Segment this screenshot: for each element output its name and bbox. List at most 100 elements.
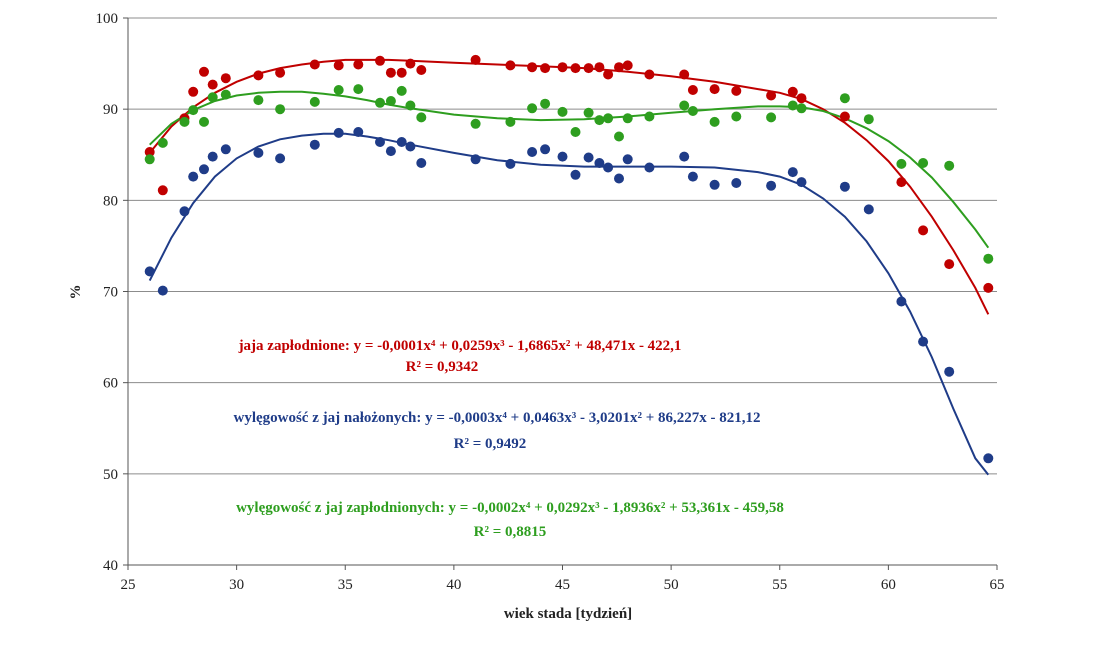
data-point-red xyxy=(839,111,850,122)
data-point-green xyxy=(787,100,798,111)
y-tick-label: 80 xyxy=(103,193,118,209)
data-point-green xyxy=(220,89,231,100)
data-point-green xyxy=(679,100,690,111)
data-point-red xyxy=(333,60,344,71)
axes xyxy=(123,17,998,570)
data-point-green xyxy=(144,154,155,165)
x-tick-label: 30 xyxy=(229,577,244,593)
data-point-blue xyxy=(557,151,568,162)
data-point-blue xyxy=(309,139,320,150)
data-point-green xyxy=(570,127,581,137)
data-point-green xyxy=(983,253,994,264)
y-tick-label: 60 xyxy=(103,376,118,392)
data-point-red xyxy=(603,69,614,80)
data-point-blue xyxy=(709,179,720,190)
r2-green: R² = 0,8815 xyxy=(474,524,547,540)
x-tick-label: 40 xyxy=(446,577,461,593)
data-point-red xyxy=(896,177,907,188)
data-point-green xyxy=(179,116,190,127)
data-point-green xyxy=(199,116,209,127)
data-point-red xyxy=(557,62,568,73)
data-point-blue xyxy=(375,137,385,147)
data-point-blue xyxy=(687,171,698,182)
y-axis-title: % xyxy=(68,285,84,300)
data-point-blue xyxy=(594,158,605,168)
data-point-blue xyxy=(766,180,777,191)
y-tick-label: 70 xyxy=(103,285,118,301)
data-point-blue xyxy=(614,173,624,184)
data-point-green xyxy=(405,100,416,111)
y-tick-label: 90 xyxy=(103,102,118,118)
data-point-red xyxy=(144,147,155,157)
data-point-red xyxy=(396,67,407,78)
data-point-blue xyxy=(839,181,850,192)
x-tick-label: 25 xyxy=(121,577,136,593)
gridlines xyxy=(128,17,997,475)
data-point-red xyxy=(918,225,929,236)
data-point-blue xyxy=(179,206,190,217)
x-axis-title: wiek stada [tydzień] xyxy=(504,606,632,622)
data-point-red xyxy=(679,69,690,80)
data-point-blue xyxy=(275,153,286,164)
data-point-blue xyxy=(416,158,427,168)
data-point-green xyxy=(396,85,407,96)
data-point-green xyxy=(622,113,633,124)
data-point-green xyxy=(353,84,364,95)
data-point-blue xyxy=(583,152,594,163)
data-point-green xyxy=(333,85,344,95)
r2-blue: R² = 0,9492 xyxy=(454,436,527,452)
data-point-green xyxy=(253,95,264,106)
data-point-blue xyxy=(787,167,798,178)
x-tick-label: 60 xyxy=(881,577,896,593)
data-point-blue xyxy=(505,158,516,169)
data-point-green xyxy=(614,131,624,142)
data-point-blue xyxy=(603,162,614,173)
data-point-blue xyxy=(405,141,416,152)
data-point-red xyxy=(796,93,807,104)
data-points xyxy=(144,54,994,464)
data-point-red xyxy=(375,55,385,66)
data-point-red xyxy=(275,67,286,78)
data-point-blue xyxy=(470,154,481,165)
data-point-red xyxy=(505,60,516,71)
data-point-green xyxy=(896,158,907,169)
data-point-blue xyxy=(144,266,155,277)
data-point-green xyxy=(796,103,807,114)
data-point-red xyxy=(385,67,396,78)
data-point-red xyxy=(687,85,698,95)
data-point-green xyxy=(416,112,427,123)
data-point-red xyxy=(188,86,199,97)
y-axis-tick-labels: 40 50 60 70 80 90 100 xyxy=(96,11,119,574)
data-point-green xyxy=(470,118,481,129)
x-axis-tick-labels: 25 30 35 40 45 50 55 60 65 xyxy=(121,577,1005,593)
data-point-green xyxy=(557,106,568,117)
data-point-green xyxy=(385,96,396,106)
data-point-green xyxy=(157,137,168,148)
data-point-blue xyxy=(207,151,218,162)
data-point-red xyxy=(944,259,955,270)
data-point-blue xyxy=(385,146,396,157)
data-point-red xyxy=(253,70,264,81)
x-tick-label: 55 xyxy=(772,577,787,593)
y-tick-label: 50 xyxy=(103,467,118,483)
data-point-red xyxy=(199,66,209,77)
data-point-blue xyxy=(731,178,742,188)
data-point-red xyxy=(309,59,320,70)
data-point-red xyxy=(787,86,798,97)
y-tick-label: 40 xyxy=(103,558,118,574)
data-point-blue xyxy=(199,164,209,175)
data-point-blue xyxy=(896,296,907,307)
y-tick-label: 100 xyxy=(96,11,119,27)
data-point-green xyxy=(540,98,551,109)
data-point-red xyxy=(527,62,538,73)
data-point-red xyxy=(570,63,581,74)
data-point-red xyxy=(622,60,633,71)
data-point-blue xyxy=(253,147,264,158)
data-point-green xyxy=(766,112,777,123)
trend-line-green xyxy=(149,90,990,249)
data-point-green xyxy=(644,111,655,122)
data-point-blue xyxy=(396,137,407,147)
data-point-green xyxy=(188,105,199,116)
data-point-green xyxy=(375,97,385,108)
